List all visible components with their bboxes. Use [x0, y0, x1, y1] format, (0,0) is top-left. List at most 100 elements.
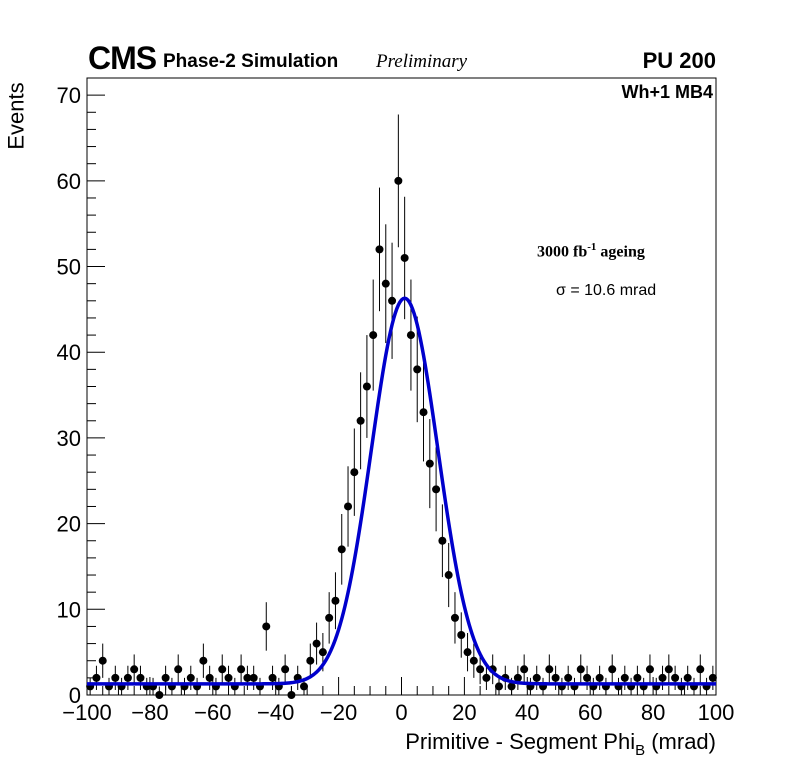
data-point — [545, 665, 554, 674]
x-axis-label: Primitive - Segment PhiB (mrad) — [405, 729, 716, 759]
data-point — [476, 665, 485, 674]
data-point — [98, 656, 107, 665]
data-point — [406, 331, 415, 340]
data-point — [331, 596, 340, 605]
x-axis-label-main: Primitive - Segment Phi — [405, 729, 636, 754]
data-point — [696, 665, 705, 674]
data-point — [671, 673, 680, 682]
sigma-annotation: σ = 10.6 mrad — [556, 282, 657, 299]
y-tick-label: 0 — [69, 683, 81, 708]
ageing-prefix: 3000 fb — [537, 243, 588, 261]
phase-label: Phase-2 Simulation — [163, 51, 339, 72]
data-point — [186, 673, 195, 682]
data-point — [92, 673, 101, 682]
data-point — [564, 673, 573, 682]
data-point — [312, 639, 321, 648]
data-point — [683, 673, 692, 682]
data-point — [375, 245, 384, 254]
data-point — [174, 665, 183, 674]
chamber-label: Wh+1 MB4 — [621, 82, 713, 102]
x-tick-label: 60 — [578, 700, 602, 725]
data-point — [645, 665, 654, 674]
data-point — [576, 665, 585, 674]
x-tick-label: −40 — [257, 700, 294, 725]
data-point — [287, 691, 296, 699]
y-tick-label: 20 — [57, 512, 81, 537]
data-point — [130, 665, 139, 674]
data-point — [356, 416, 365, 425]
plot-frame — [86, 77, 717, 696]
x-tick-label: 40 — [515, 700, 539, 725]
data-point — [350, 468, 359, 477]
data-point — [608, 665, 617, 674]
ageing-superscript: -1 — [587, 241, 597, 253]
x-axis-label-sub: B — [635, 742, 646, 759]
ageing-annotation: 3000 fb-1 ageing — [537, 241, 645, 261]
data-point — [394, 176, 403, 185]
ageing-suffix: ageing — [596, 243, 645, 261]
data-point — [243, 673, 252, 682]
data-point — [325, 613, 334, 622]
data-point — [199, 656, 208, 665]
data-point — [337, 545, 346, 554]
fit-curve — [87, 296, 716, 686]
data-point — [111, 673, 120, 682]
cms-label: CMS — [88, 40, 157, 76]
data-point — [438, 536, 447, 545]
x-tick-label: −60 — [194, 700, 231, 725]
data-point — [482, 673, 491, 682]
data-point — [381, 279, 390, 288]
data-point — [268, 673, 277, 682]
data-point — [469, 656, 478, 665]
x-axis-label-unit: (mrad) — [645, 729, 716, 754]
y-tick-label: 70 — [57, 83, 81, 108]
x-tick-label: 0 — [395, 700, 407, 725]
data-point — [532, 673, 541, 682]
x-tick-label: −20 — [320, 700, 357, 725]
data-point — [400, 253, 409, 262]
data-point — [620, 673, 629, 682]
data-point — [224, 673, 233, 682]
x-tick-label: 20 — [452, 700, 476, 725]
y-tick-label: 40 — [57, 340, 81, 365]
data-point — [507, 682, 516, 691]
y-tick-label: 30 — [57, 426, 81, 451]
y-tick-label: 50 — [57, 255, 81, 280]
data-point — [425, 459, 434, 468]
data-point — [205, 673, 214, 682]
data-point — [595, 673, 604, 682]
data-point — [494, 682, 503, 691]
data-point — [123, 673, 132, 682]
data-point — [155, 691, 164, 699]
preliminary-label: Preliminary — [376, 51, 468, 72]
x-tick-label: 80 — [641, 700, 665, 725]
x-tick-label: 100 — [698, 700, 735, 725]
data-point — [318, 648, 327, 657]
data-point — [237, 665, 246, 674]
data-point — [419, 408, 428, 417]
data-point — [658, 673, 667, 682]
data-point — [218, 665, 227, 674]
data-point — [362, 382, 371, 391]
data-point — [161, 673, 170, 682]
data-point — [463, 648, 472, 657]
data-point — [513, 673, 522, 682]
data-point — [306, 656, 315, 665]
data-point — [344, 502, 353, 511]
data-point — [388, 296, 397, 305]
data-point — [262, 622, 271, 631]
data-point — [432, 485, 441, 494]
data-point — [444, 571, 453, 580]
data-point — [457, 631, 466, 640]
x-tick-label: −80 — [131, 700, 168, 725]
data-point — [136, 673, 145, 682]
pileup-label: PU 200 — [642, 48, 716, 73]
data-point — [583, 673, 592, 682]
data-point — [664, 665, 673, 674]
data-point — [708, 673, 717, 682]
y-tick-label: 60 — [57, 169, 81, 194]
x-tick-label: −100 — [62, 700, 112, 725]
y-tick-label: 10 — [57, 597, 81, 622]
